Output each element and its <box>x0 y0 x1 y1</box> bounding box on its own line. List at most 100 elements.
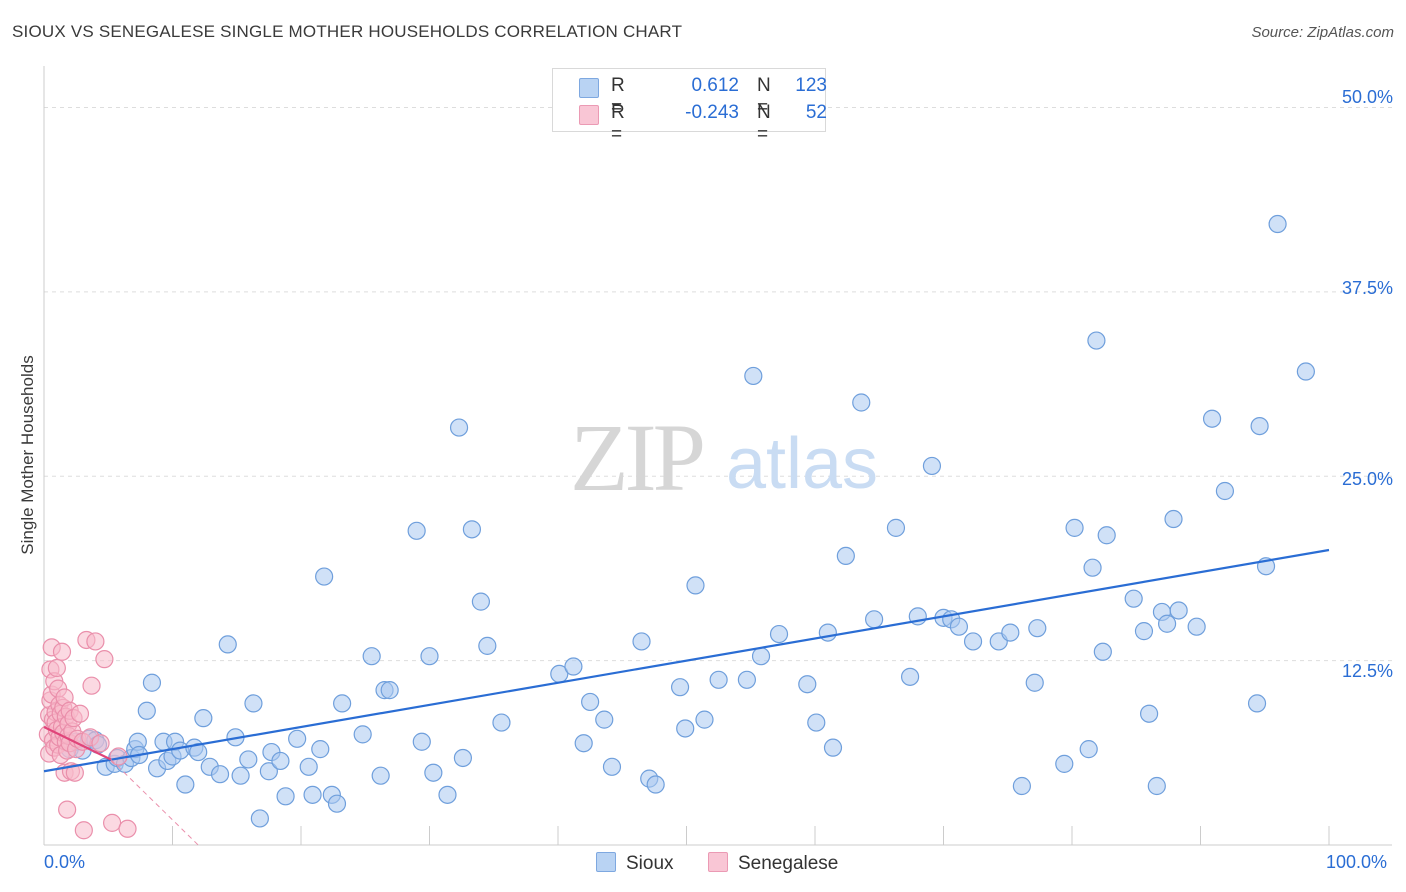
sioux-point <box>1025 673 1044 692</box>
sioux-point <box>886 518 906 537</box>
y-tick-label: 50.0% <box>1341 87 1393 107</box>
sioux-point <box>1250 417 1269 436</box>
sioux-point <box>823 738 843 757</box>
sioux-point <box>276 787 295 806</box>
sioux-point <box>194 709 213 728</box>
sioux-trend-line <box>43 548 1330 773</box>
x-tick-label-max: 100.0% <box>1326 852 1388 872</box>
senegalese-trend-line <box>43 726 112 761</box>
r-label: R = <box>611 102 625 145</box>
data-points <box>38 214 1315 840</box>
sioux-point <box>1247 694 1267 713</box>
sioux-point <box>407 521 426 540</box>
senegalese-point <box>47 658 66 678</box>
y-tick-label: 12.5% <box>1341 661 1393 681</box>
sioux-point <box>574 734 593 753</box>
sioux-point <box>210 765 230 784</box>
y-tick-label: 25.0% <box>1341 469 1393 489</box>
sioux-point <box>737 670 756 689</box>
watermark: ZIP atlas <box>570 404 878 511</box>
sioux-point <box>380 681 399 700</box>
senegalese-swatch <box>579 105 599 125</box>
sioux-point <box>189 742 208 762</box>
sioux-point <box>353 725 372 744</box>
sioux-point <box>231 766 250 785</box>
n-value: 52 <box>805 102 827 123</box>
legend-label: Sioux <box>626 853 674 874</box>
sioux-point <box>412 732 431 751</box>
x-axis <box>43 66 1392 846</box>
sioux-point <box>1139 704 1159 723</box>
sioux-point <box>1134 622 1154 641</box>
sioux-point <box>218 635 237 654</box>
sioux-point <box>311 740 330 759</box>
sioux-point <box>709 670 728 689</box>
sioux-point <box>646 775 665 794</box>
sioux-point <box>807 713 826 732</box>
sioux-point <box>420 647 439 666</box>
sioux-point <box>303 785 322 804</box>
sioux-point <box>438 785 457 804</box>
n-value: 123 <box>795 75 827 96</box>
sioux-point <box>239 750 258 769</box>
sioux-point <box>922 456 942 476</box>
sioux-point <box>176 775 195 794</box>
sioux-point <box>1296 362 1315 381</box>
sioux-point <box>271 751 290 771</box>
senegalese-point <box>95 650 114 669</box>
sioux-point <box>1268 214 1287 234</box>
sioux-point <box>362 647 381 666</box>
sioux-point <box>769 624 789 644</box>
sioux-point <box>137 701 156 720</box>
sioux-point <box>1157 614 1177 633</box>
sioux-point <box>453 748 473 768</box>
sioux-point <box>852 393 871 412</box>
sioux-point <box>1187 617 1206 636</box>
chart-title: SIOUX VS SENEGALESE SINGLE MOTHER HOUSEH… <box>12 22 683 41</box>
sioux-point <box>1093 642 1112 661</box>
sioux-point <box>1065 518 1084 537</box>
sioux-point <box>949 617 969 636</box>
senegalese-point <box>86 632 105 651</box>
senegalese-point <box>103 813 122 832</box>
sioux-point <box>900 667 920 686</box>
legend-item-senegalese: Senegalese <box>708 852 838 875</box>
sioux-point <box>259 762 278 781</box>
sioux-point <box>478 636 497 655</box>
sioux-point <box>1147 776 1166 796</box>
sioux-point <box>1028 619 1047 638</box>
sioux-point <box>315 567 334 586</box>
senegalese-point <box>58 800 77 819</box>
sioux-point <box>676 719 695 738</box>
senegalese-point <box>118 819 137 838</box>
sioux-point <box>1164 509 1183 529</box>
sioux-point <box>492 713 511 732</box>
x-tick-label-min: 0.0% <box>44 852 86 872</box>
sioux-point <box>299 757 318 776</box>
sioux-point <box>670 678 690 697</box>
senegalese-point <box>65 763 84 782</box>
n-label: N = <box>757 102 771 145</box>
sioux-swatch <box>579 78 599 98</box>
sioux-point <box>449 418 469 437</box>
senegalese-point <box>52 642 72 661</box>
trend-lines <box>43 548 1330 846</box>
sioux-point <box>1055 754 1074 773</box>
sioux-point <box>1079 740 1098 759</box>
sioux-point <box>288 729 307 748</box>
sioux-point <box>1169 601 1188 620</box>
legend-item-sioux: Sioux <box>596 852 674 875</box>
legend-label: Senegalese <box>738 853 839 874</box>
sioux-point <box>424 763 443 782</box>
r-value: -0.243 <box>685 102 739 123</box>
sioux-point <box>564 657 583 676</box>
sioux-point <box>327 794 347 813</box>
sioux-point <box>142 673 162 692</box>
sioux-point <box>244 694 263 713</box>
sioux-point <box>1215 481 1235 501</box>
source-label: Source: ZipAtlas.com <box>1251 24 1394 41</box>
sioux-point <box>632 632 651 651</box>
sioux-point <box>595 710 614 729</box>
sioux-point <box>1083 558 1102 577</box>
